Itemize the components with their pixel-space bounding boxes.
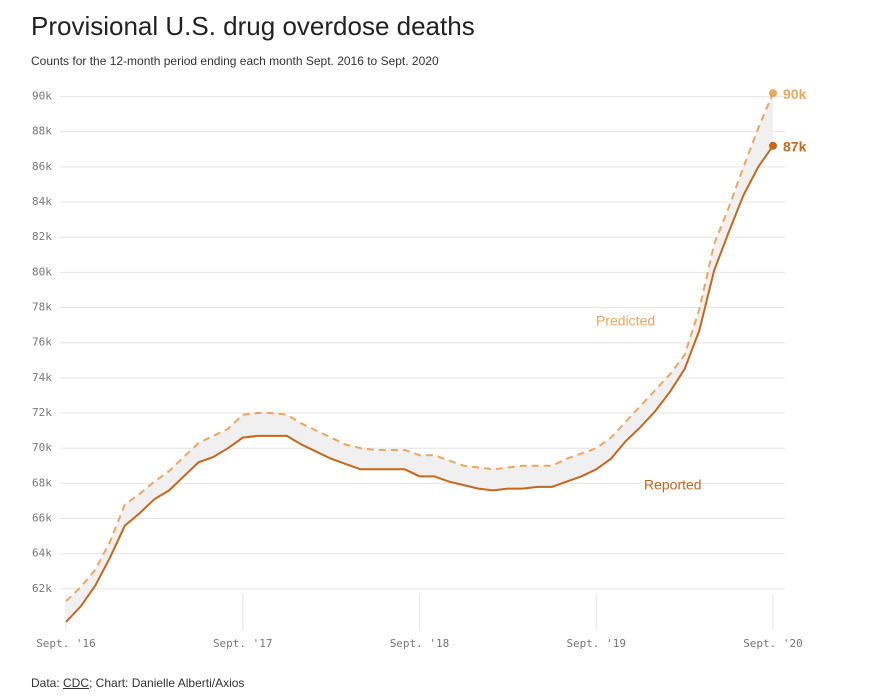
- y-tick-label: 80k: [32, 265, 52, 278]
- x-tick-label: Sept. '18: [390, 637, 450, 650]
- x-tick-label: Sept. '20: [743, 637, 803, 650]
- end-point: [769, 89, 777, 98]
- end-point: [769, 141, 777, 150]
- y-tick-label: 90k: [32, 90, 52, 103]
- y-tick-label: 88k: [32, 125, 52, 138]
- y-tick-label: 82k: [32, 230, 52, 243]
- source-link[interactable]: CDC: [63, 676, 90, 690]
- chart-title: Provisional U.S. drug overdose deaths: [31, 11, 475, 41]
- y-tick-label: 72k: [32, 406, 52, 419]
- y-tick-label: 76k: [32, 336, 52, 349]
- y-tick-label: 62k: [32, 582, 52, 595]
- y-tick-label: 74k: [32, 371, 52, 384]
- x-tick-label: Sept. '19: [566, 637, 626, 650]
- y-tick-label: 84k: [32, 195, 52, 208]
- x-tick-label: Sept. '17: [213, 637, 273, 650]
- y-tick-label: 64k: [32, 547, 52, 560]
- chart-subtitle: Counts for the 12-month period ending ea…: [31, 54, 439, 68]
- band: [66, 93, 773, 622]
- series-label: Predicted: [596, 313, 655, 329]
- series-label: Reported: [644, 477, 702, 493]
- source-suffix: ; Chart: Danielle Alberti/Axios: [89, 676, 245, 690]
- y-tick-label: 86k: [32, 160, 52, 173]
- y-tick-label: 70k: [32, 441, 52, 454]
- value-label: 90k: [783, 86, 807, 102]
- x-tick-label: Sept. '16: [36, 637, 96, 650]
- value-label: 87k: [783, 139, 807, 155]
- source: Data: CDC; Chart: Danielle Alberti/Axios: [31, 676, 244, 690]
- y-tick-label: 78k: [32, 301, 52, 314]
- y-tick-label: 66k: [32, 512, 52, 525]
- y-tick-label: 68k: [32, 476, 52, 489]
- line: [65, 145, 774, 623]
- source-prefix: Data:: [31, 676, 64, 690]
- line: [65, 92, 774, 602]
